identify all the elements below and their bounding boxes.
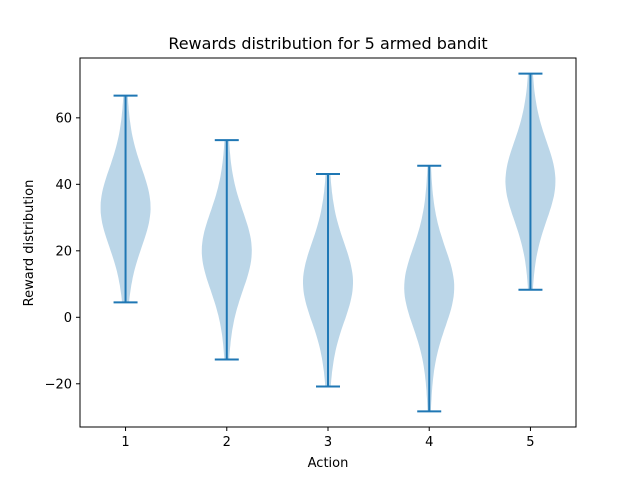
y-tick-label: 40 [55,178,72,193]
chart-title: Rewards distribution for 5 armed bandit [168,34,487,53]
x-tick-label: 2 [223,435,231,450]
x-tick-label: 1 [121,435,129,450]
violin-group [100,72,556,413]
x-tick-label: 3 [324,435,332,450]
x-axis: 1 2 3 4 5 [121,427,535,450]
y-tick-label: 60 [55,111,72,126]
x-tick-label: 5 [526,435,534,450]
x-axis-label: Action [308,456,349,471]
y-axis: −20 0 20 40 60 [45,111,80,392]
y-tick-label: −20 [45,377,72,392]
x-tick-label: 4 [425,435,433,450]
y-tick-label: 0 [64,311,72,326]
y-tick-label: 20 [55,244,72,259]
y-axis-label: Reward distribution [22,180,37,307]
